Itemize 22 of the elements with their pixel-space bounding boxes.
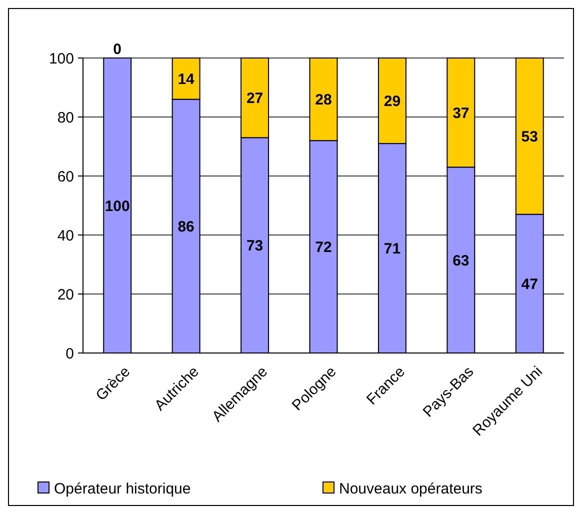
legend-label: Nouveaux opérateurs: [339, 480, 482, 498]
data-label: 27: [246, 90, 264, 108]
data-label: 47: [521, 276, 538, 293]
legend-label: Opérateur historique: [54, 480, 191, 498]
data-label: 71: [384, 240, 401, 258]
data-label: 53: [521, 128, 538, 146]
y-tick-label: 100: [48, 50, 74, 68]
y-tick-label: 0: [66, 345, 74, 362]
data-label: 100: [104, 198, 130, 215]
data-label: 72: [315, 239, 332, 256]
data-label: 86: [178, 218, 194, 236]
data-label: 63: [452, 252, 470, 270]
y-tick-label: 20: [57, 286, 74, 304]
y-tick-label: 80: [57, 109, 74, 126]
data-label: 73: [246, 238, 264, 255]
data-label: 0: [113, 41, 122, 58]
data-label: 37: [452, 104, 470, 122]
data-label: 29: [384, 93, 401, 110]
y-tick-label: 60: [57, 168, 74, 186]
data-label: 14: [178, 70, 196, 88]
y-tick-label: 40: [57, 227, 74, 244]
data-label: 28: [315, 92, 332, 109]
